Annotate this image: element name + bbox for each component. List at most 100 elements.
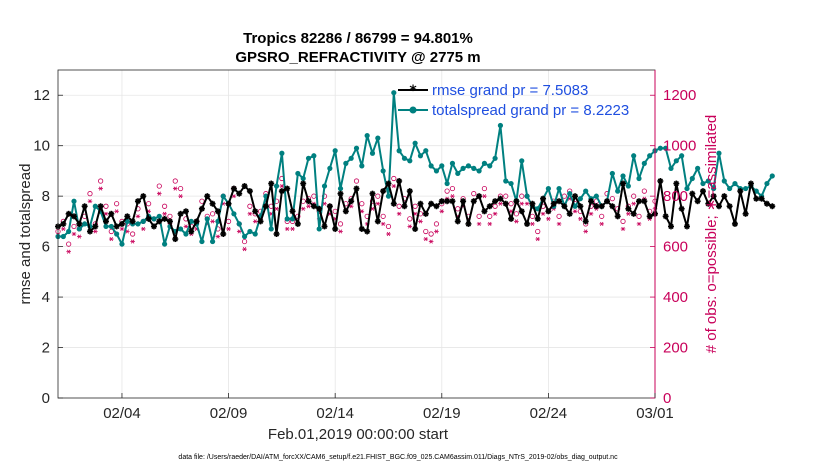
- spread-point: [631, 153, 637, 159]
- obs-assimilated-point: [599, 221, 604, 226]
- rmse-point: [742, 210, 749, 217]
- obs-possible-point: [375, 193, 381, 199]
- rmse-point: [630, 210, 637, 217]
- y-tick-label: 8: [42, 188, 50, 205]
- obs-assimilated-point: [524, 201, 530, 206]
- spread-point: [465, 163, 472, 169]
- obs-assimilated-point: [66, 249, 71, 254]
- obs-possible-point: [146, 201, 152, 207]
- x-tick-label: 02/04: [103, 405, 141, 422]
- spread-point: [657, 145, 663, 151]
- obs-assimilated-point: [98, 186, 103, 191]
- rmse-point: [204, 193, 211, 200]
- rmse-point: [641, 198, 648, 205]
- spread-point: [705, 178, 711, 184]
- spread-point: [417, 153, 424, 159]
- rmse-point: [561, 203, 568, 210]
- spread-point: [268, 226, 274, 232]
- rmse-point: [657, 178, 664, 185]
- spread-point: [508, 180, 514, 187]
- data-series: [55, 90, 776, 247]
- spread-point: [140, 218, 146, 224]
- rmse-point: [353, 185, 360, 192]
- spread-point: [108, 223, 114, 230]
- rmse-point: [444, 198, 451, 205]
- obs-possible-point: [519, 193, 525, 199]
- rmse-point: [769, 203, 776, 210]
- spread-point: [476, 168, 482, 174]
- obs-assimilated-point: [109, 236, 114, 242]
- rmse-point: [305, 198, 312, 205]
- rmse-point: [417, 200, 424, 207]
- obs-assimilated-point: [620, 226, 626, 232]
- y2-tick-label: 800: [663, 188, 688, 205]
- spread-point: [295, 170, 301, 177]
- rmse-point: [396, 178, 403, 185]
- rmse-point: [364, 228, 371, 235]
- rmse-point: [252, 208, 259, 215]
- spread-point: [636, 175, 642, 182]
- spread-point: [545, 185, 551, 192]
- rmse-point: [209, 200, 216, 207]
- obs-possible-point: [172, 178, 178, 184]
- spread-point: [92, 203, 98, 209]
- rmse-point: [646, 213, 653, 220]
- rmse-point: [161, 215, 168, 222]
- spread-point: [721, 178, 727, 184]
- rmse-point: [476, 193, 483, 200]
- spread-point: [316, 226, 322, 232]
- obs-possible-point: [412, 203, 418, 209]
- spread-point: [668, 165, 674, 171]
- obs-assimilated-point: [242, 247, 247, 252]
- rmse-point: [465, 220, 472, 227]
- obs-possible-point: [359, 201, 365, 207]
- rmse-point: [524, 220, 531, 227]
- spread-point: [279, 150, 285, 156]
- rmse-point: [572, 193, 579, 200]
- obs-assimilated-point: [284, 226, 290, 232]
- obs-possible-point: [162, 203, 168, 209]
- spread-point: [412, 140, 418, 146]
- spread-point: [321, 183, 328, 189]
- spread-point: [700, 180, 706, 187]
- rmse-point: [342, 208, 349, 215]
- rmse-point: [134, 198, 141, 205]
- obs-assimilated-point: [178, 194, 183, 199]
- obs-possible-point: [556, 213, 562, 219]
- spread-point: [71, 198, 77, 204]
- spread-point: [305, 155, 312, 161]
- rmse-point: [513, 198, 520, 205]
- obs-assimilated-point: [380, 221, 386, 226]
- obs-assimilated-point: [482, 194, 487, 199]
- rmse-point: [620, 180, 627, 187]
- obs-assimilated-point: [418, 219, 423, 224]
- rmse-point: [262, 203, 269, 210]
- rmse-point: [380, 188, 387, 195]
- y2-tick-label: 400: [663, 289, 688, 306]
- spread-point: [609, 170, 615, 177]
- rmse-point: [268, 180, 275, 187]
- rmse-point: [97, 203, 104, 210]
- spread-point: [444, 180, 450, 187]
- rmse-point: [76, 220, 83, 227]
- rmse-point: [225, 200, 232, 207]
- rmse-point: [81, 203, 88, 210]
- spread-point: [455, 170, 461, 177]
- obs-possible-point: [156, 183, 162, 189]
- rmse-point: [124, 213, 131, 220]
- chart-subtitle: GPSRO_REFRACTIVITY @ 2775 m: [235, 49, 480, 66]
- rmse-point: [486, 203, 493, 210]
- rmse-point: [332, 225, 339, 232]
- obs-possible-point: [407, 216, 413, 222]
- rmse-point: [428, 200, 435, 207]
- rmse-point: [678, 205, 685, 212]
- obs-possible-point: [631, 193, 637, 199]
- obs-possible-point: [396, 203, 402, 209]
- rmse-point: [348, 198, 355, 205]
- obs-possible-point: [98, 178, 104, 184]
- spread-point: [156, 213, 162, 219]
- obs-possible-point: [391, 175, 397, 182]
- spread-point: [375, 135, 381, 141]
- rmse-point: [609, 203, 616, 210]
- obs-possible-point: [87, 191, 93, 197]
